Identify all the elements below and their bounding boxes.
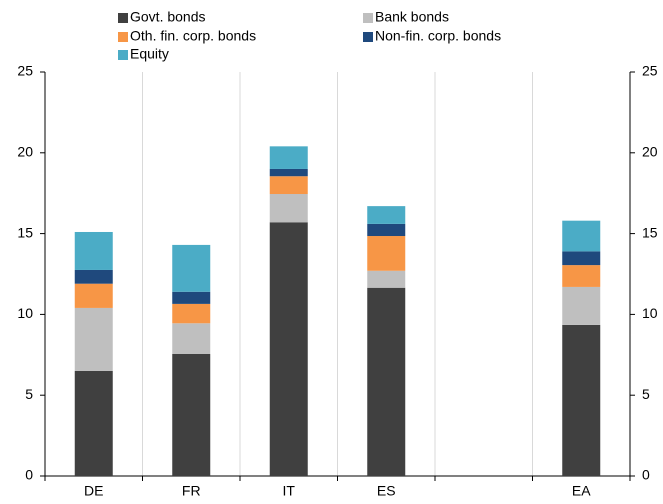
bar-segment bbox=[74, 231, 113, 270]
x-tick-label: EA bbox=[572, 483, 591, 499]
y2-tick-label: 5 bbox=[642, 386, 650, 402]
x-tick-label: IT bbox=[283, 483, 296, 499]
bar-segment bbox=[367, 287, 406, 476]
legend-label: Non-fin. corp. bonds bbox=[375, 28, 501, 44]
bar-segment bbox=[74, 370, 113, 476]
legend-swatch bbox=[363, 13, 373, 23]
bar-segment bbox=[172, 323, 211, 354]
y-tick-label: 10 bbox=[17, 305, 33, 321]
y2-tick-label: 25 bbox=[642, 63, 658, 79]
bar-segment bbox=[562, 251, 601, 266]
bar-segment bbox=[269, 146, 308, 169]
bar-segment bbox=[367, 223, 406, 237]
bar-segment bbox=[74, 283, 113, 308]
bar-segment bbox=[367, 270, 406, 288]
x-tick-label: DE bbox=[84, 483, 103, 499]
legend-swatch bbox=[118, 50, 128, 60]
y2-tick-label: 10 bbox=[642, 305, 658, 321]
bar-segment bbox=[367, 206, 406, 224]
legend-swatch bbox=[118, 32, 128, 42]
bar-segment bbox=[172, 291, 211, 304]
bar-segment bbox=[269, 168, 308, 177]
bar-segment bbox=[172, 303, 211, 324]
legend-label: Bank bonds bbox=[375, 9, 449, 25]
bar-segment bbox=[269, 176, 308, 195]
bar-segment bbox=[562, 286, 601, 325]
bar-segment bbox=[269, 222, 308, 476]
legend-label: Equity bbox=[130, 46, 169, 62]
legend-swatch bbox=[118, 13, 128, 23]
x-tick-label: FR bbox=[182, 483, 201, 499]
bar-segment bbox=[562, 265, 601, 287]
y-tick-label: 0 bbox=[25, 467, 33, 483]
bar-segment bbox=[562, 220, 601, 252]
legend-swatch bbox=[363, 32, 373, 42]
legend-label: Oth. fin. corp. bonds bbox=[130, 28, 256, 44]
bar-segment bbox=[74, 269, 113, 284]
y2-tick-label: 0 bbox=[642, 467, 650, 483]
y2-tick-label: 15 bbox=[642, 224, 658, 240]
y2-tick-label: 20 bbox=[642, 144, 658, 160]
x-tick-label: ES bbox=[377, 483, 396, 499]
bar-segment bbox=[269, 194, 308, 223]
y-tick-label: 25 bbox=[17, 63, 33, 79]
y-tick-label: 20 bbox=[17, 144, 33, 160]
bar-segment bbox=[367, 236, 406, 271]
bar-segment bbox=[562, 324, 601, 476]
bar-segment bbox=[172, 244, 211, 292]
bar-segment bbox=[74, 307, 113, 371]
bar-segment bbox=[172, 353, 211, 476]
legend-label: Govt. bonds bbox=[130, 9, 206, 25]
y-tick-label: 5 bbox=[25, 386, 33, 402]
y-tick-label: 15 bbox=[17, 224, 33, 240]
